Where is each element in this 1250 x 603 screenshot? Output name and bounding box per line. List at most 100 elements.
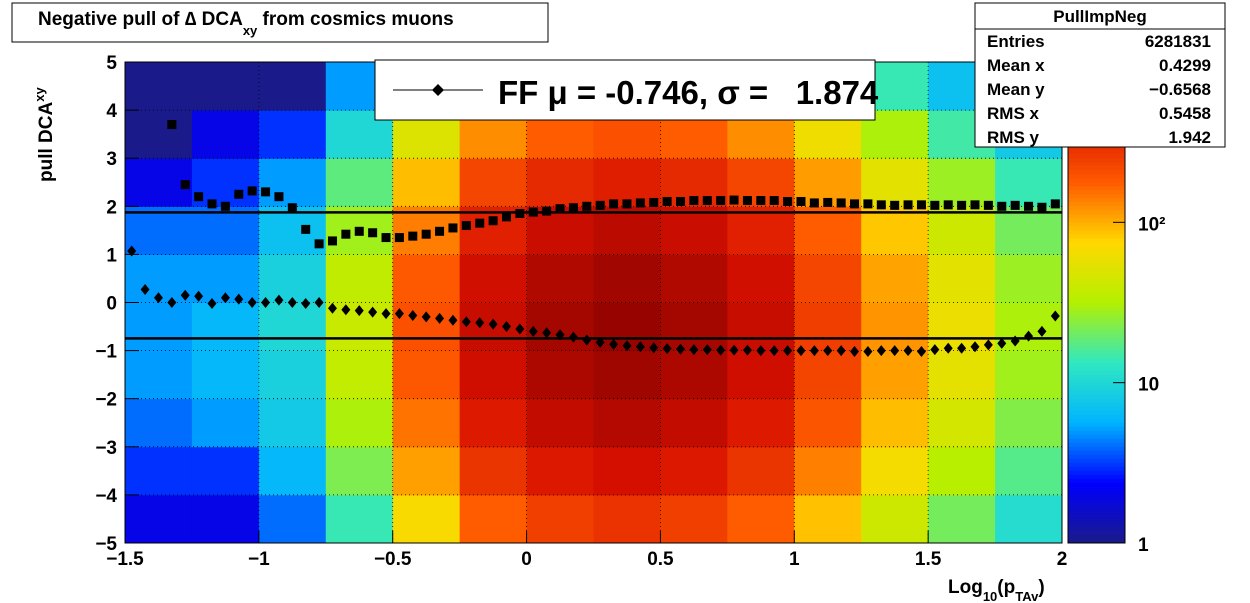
diamond-point	[167, 297, 177, 308]
diamond-point	[903, 345, 913, 357]
square-point	[997, 201, 1007, 211]
label-sub: xy	[32, 87, 47, 102]
square-point	[970, 200, 980, 210]
heat-cell	[258, 350, 327, 400]
y-tick-label: −4	[95, 486, 117, 507]
y-tick-label: 1	[106, 245, 117, 266]
color-step	[1068, 298, 1125, 303]
heat-cell	[459, 446, 528, 496]
color-step	[1068, 226, 1125, 231]
diamond-point	[127, 245, 137, 257]
heat-cell	[526, 350, 594, 400]
color-step	[1068, 478, 1125, 484]
diamond-point	[689, 344, 699, 356]
color-step	[1068, 218, 1125, 223]
color-step	[1068, 350, 1125, 356]
heat-cell	[995, 254, 1063, 303]
diamond-point	[930, 344, 940, 356]
heat-cell	[794, 206, 862, 255]
heat-cell	[660, 446, 728, 496]
diamond-point	[729, 344, 739, 356]
square-point	[475, 218, 485, 228]
y-tick-label: 5	[106, 53, 117, 74]
stats-key: Entries	[987, 32, 1045, 51]
heat-cell	[258, 302, 327, 352]
heat-cell	[125, 302, 193, 352]
heat-cell	[325, 254, 394, 303]
diamond-point	[327, 302, 337, 314]
heat-cell	[459, 350, 528, 400]
heat-cell	[593, 350, 661, 400]
heat-cell	[794, 494, 862, 544]
diamond-point	[153, 292, 163, 304]
diamond-point	[823, 345, 833, 357]
stats-frame	[974, 2, 1226, 148]
stats-box: PullImpNeg Entries 6281831 Mean x 0.4299 Mea…	[974, 2, 1226, 148]
diamond-point	[622, 340, 632, 352]
square-point	[394, 233, 404, 243]
diamond-point	[555, 329, 565, 341]
square-point	[421, 229, 431, 239]
stats-key: RMS x	[987, 104, 1040, 123]
x-tick-label: 1	[789, 549, 800, 570]
heat-cell	[459, 494, 528, 544]
heat-cell	[928, 446, 996, 496]
heat-cell	[526, 446, 594, 496]
color-step	[1068, 378, 1125, 384]
color-step	[1068, 146, 1125, 151]
heat-cell	[392, 398, 461, 448]
diamond-point	[194, 290, 204, 302]
heat-cell	[191, 398, 260, 448]
diamond-point	[461, 316, 471, 328]
color-step	[1068, 302, 1125, 308]
heat-cell	[191, 110, 260, 159]
color-step	[1068, 406, 1125, 412]
square-point	[194, 192, 204, 202]
heat-cell	[660, 302, 728, 352]
heat-cell	[660, 494, 728, 544]
color-step	[1068, 458, 1125, 464]
color-step	[1068, 182, 1125, 187]
x-tick-label: 0	[521, 549, 532, 570]
stats-title: PullImpNeg	[1053, 7, 1147, 26]
diamond-point	[783, 345, 793, 357]
heat-cell	[928, 350, 996, 400]
overlays: Negative pull of ∆ DCAxy from cosmics mu…	[11, 2, 1226, 603]
color-step	[1068, 422, 1125, 428]
square-point	[448, 223, 458, 233]
heat-cell	[258, 446, 327, 496]
color-step	[1068, 510, 1125, 516]
x-tick-label: −1	[248, 549, 270, 570]
heat-cell	[325, 398, 394, 448]
diamond-point	[261, 297, 271, 308]
heat-cell	[258, 494, 327, 544]
y-tick-label: 0	[106, 294, 117, 315]
heat-cell	[727, 494, 795, 544]
color-step	[1068, 262, 1125, 267]
label-sub: TAv	[1015, 589, 1039, 603]
diamond-point	[435, 312, 445, 324]
x-tick-label: −1.5	[106, 549, 144, 570]
square-point	[729, 195, 739, 205]
color-step	[1068, 322, 1125, 328]
diamond-point	[1050, 310, 1060, 322]
heat-cell	[526, 206, 594, 255]
color-step	[1068, 326, 1125, 332]
square-point	[689, 196, 699, 206]
diamond-point	[368, 306, 378, 318]
color-step	[1068, 206, 1125, 211]
heat-cell	[125, 350, 193, 400]
diamond-point	[515, 323, 525, 335]
color-step	[1068, 166, 1125, 171]
square-point	[622, 199, 632, 209]
heat-cell	[392, 254, 461, 303]
square-point	[783, 196, 793, 206]
heat-cell	[191, 62, 260, 111]
square-point	[247, 186, 257, 196]
z-tick-label: 1	[1138, 535, 1149, 556]
stats-key: Mean x	[987, 56, 1045, 75]
square-point	[676, 196, 686, 206]
heat-cell	[258, 254, 327, 303]
square-point	[501, 212, 511, 222]
